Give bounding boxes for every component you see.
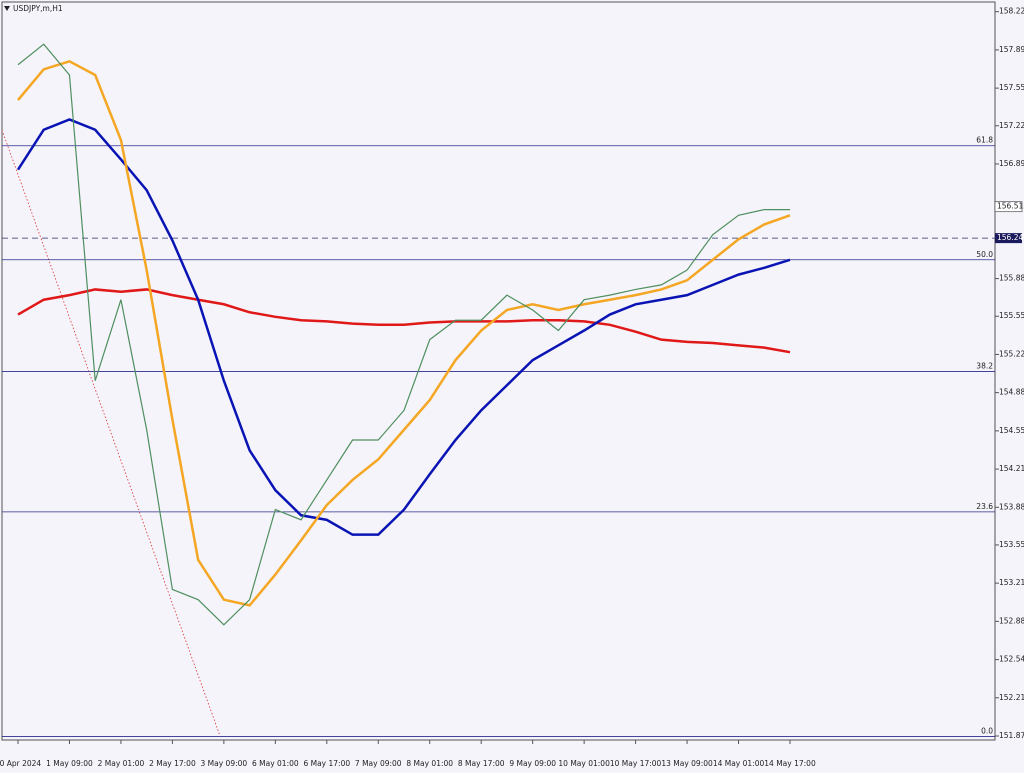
y-tick-label: 153.550: [999, 540, 1024, 549]
series-line: [17, 43, 790, 626]
x-tick-label: 10 May 17:00: [610, 759, 662, 768]
symbol-label: USDJPY,m,H1: [13, 4, 63, 13]
y-tick-label: 154.550: [999, 426, 1024, 435]
y-tick-label: 155.885: [999, 274, 1024, 283]
y-tick-label: 153.880: [999, 502, 1024, 511]
reference-price-box: [995, 233, 1022, 244]
fib-trendline: [1, 129, 221, 737]
x-tick-label: 6 May 01:00: [252, 759, 299, 768]
y-tick-label: 155.555: [999, 311, 1024, 320]
x-tick-label: 30 Apr 2024: [0, 759, 41, 768]
series-line: [16, 118, 791, 536]
fib-level-label: 0.0: [981, 727, 993, 736]
current-price-label: 156.515: [997, 202, 1024, 211]
reference-price-label: 156.240: [997, 233, 1024, 242]
x-tick-label: 9 May 09:00: [509, 759, 556, 768]
fib-level-label: 23.6: [976, 502, 993, 511]
x-tick-label: 14 May 17:00: [764, 759, 816, 768]
y-tick-label: 152.210: [999, 693, 1024, 702]
x-tick-label: 8 May 01:00: [406, 759, 453, 768]
x-tick-label: 2 May 01:00: [98, 759, 145, 768]
y-tick-label: 153.215: [999, 578, 1024, 587]
plot-frame: [1, 1, 996, 741]
x-tick-label: 2 May 17:00: [149, 759, 196, 768]
x-tick-label: 7 May 09:00: [355, 759, 402, 768]
x-tick-label: 8 May 17:00: [458, 759, 505, 768]
x-tick-label: 6 May 17:00: [303, 759, 350, 768]
y-tick-label: 152.545: [999, 655, 1024, 664]
y-tick-label: 157.890: [999, 45, 1024, 54]
x-tick-label: 10 May 01:00: [558, 759, 610, 768]
y-tick-label: 157.225: [999, 121, 1024, 130]
symbol-menu-icon[interactable]: [4, 6, 10, 11]
y-tick-label: 152.880: [999, 616, 1024, 625]
series-line: [17, 59, 791, 607]
y-tick-label: 154.885: [999, 388, 1024, 397]
x-tick-label: 3 May 09:00: [201, 759, 248, 768]
fib-level-label: 50.0: [976, 250, 993, 259]
y-tick-label: 158.225: [999, 7, 1024, 16]
fib-level-label: 38.2: [976, 362, 993, 371]
fib-level-label: 61.8: [976, 136, 993, 145]
y-tick-label: 157.555: [999, 83, 1024, 92]
series-line: [17, 288, 791, 354]
y-tick-label: 151.875: [999, 731, 1024, 740]
y-tick-label: 155.220: [999, 349, 1024, 358]
y-tick-label: 154.215: [999, 464, 1024, 473]
current-price-box: [994, 201, 1023, 213]
y-tick-label: 156.890: [999, 159, 1024, 168]
x-tick-label: 13 May 09:00: [661, 759, 713, 768]
x-tick-label: 1 May 09:00: [46, 759, 93, 768]
x-tick-label: 14 May 01:00: [713, 759, 765, 768]
